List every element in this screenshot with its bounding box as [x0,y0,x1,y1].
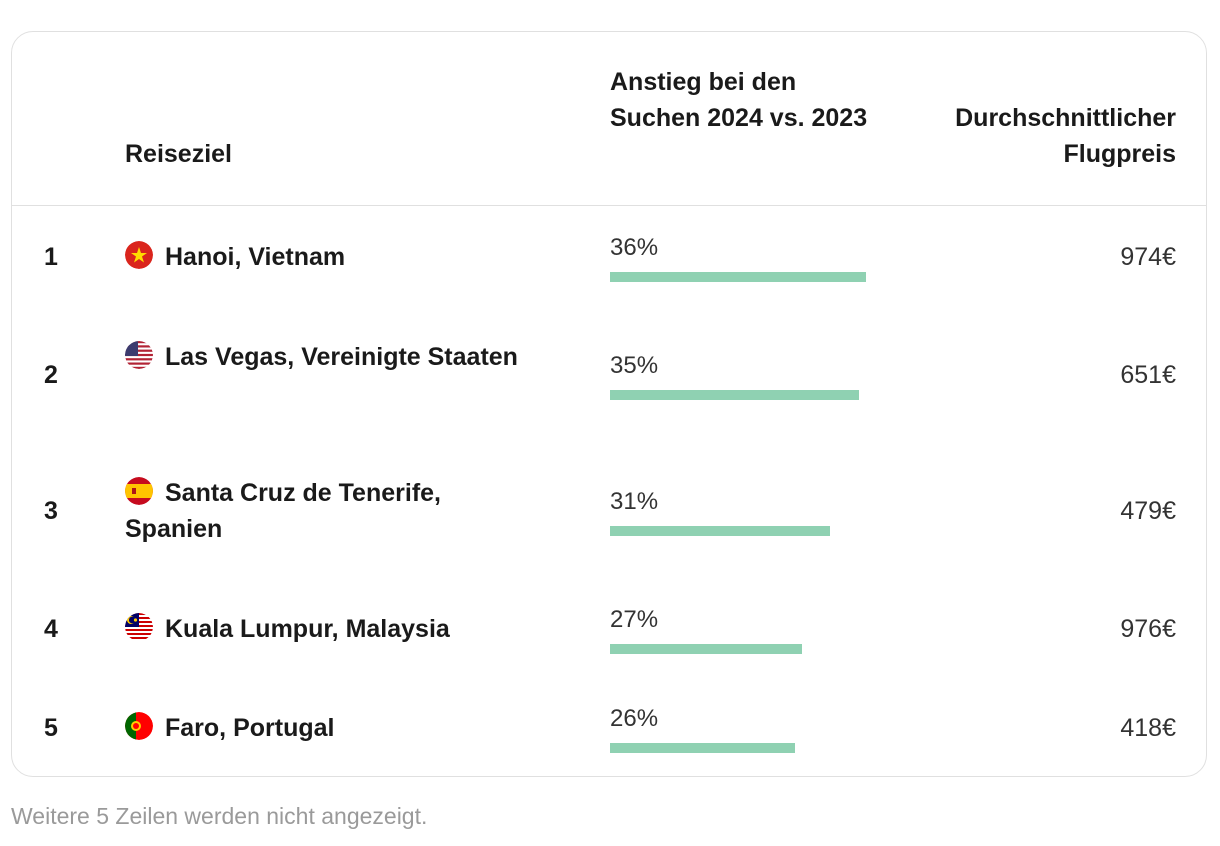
price-cell: 479€ [1120,497,1176,525]
destination-label: Kuala Lumpur, Malaysia [165,615,450,643]
rank-cell: 2 [44,361,58,389]
header-divider [12,205,1206,206]
price-cell: 651€ [1120,361,1176,389]
header-avg-price: Durchschnittlicher Flugpreis [955,104,1176,168]
header-destination: Reiseziel [125,140,233,168]
rank-cell: 3 [44,497,58,525]
destination-cell: Faro, Portugal [125,710,525,746]
destination-label: Santa Cruz de Tenerife, Spanien [125,479,441,543]
header-search-increase: Anstieg bei den Suchen 2024 vs. 2023 [610,68,868,132]
price-cell: 418€ [1120,714,1176,742]
destination-cell: Hanoi, Vietnam [125,239,525,275]
vietnam-flag-icon [125,241,153,269]
destination-cell: Santa Cruz de Tenerife, Spanien [125,475,525,547]
increase-label: 26% [610,705,659,732]
destinations-table: Reiseziel Anstieg bei den Suchen 2024 vs… [11,31,1207,777]
increase-label: 35% [610,352,659,379]
increase-label: 27% [610,606,659,633]
price-cell: 974€ [1120,243,1176,271]
rank-cell: 4 [44,615,58,643]
increase-bar [610,526,830,536]
increase-label: 36% [610,234,659,261]
more-rows-note: Weitere 5 Zeilen werden nicht angezeigt. [11,803,428,829]
increase-bar [610,272,866,282]
destination-label: Hanoi, Vietnam [165,243,346,271]
rank-cell: 1 [44,243,58,271]
usa-flag-icon [125,341,153,369]
destination-label: Faro, Portugal [165,714,335,742]
destination-cell: Las Vegas, Vereinigte Staaten [125,339,525,375]
rank-cell: 5 [44,714,58,742]
portugal-flag-icon [125,712,153,740]
destination-cell: Kuala Lumpur, Malaysia [125,611,525,647]
increase-bar [610,743,795,753]
increase-label: 31% [610,488,659,515]
increase-bar [610,390,859,400]
spain-flag-icon [125,477,153,505]
price-cell: 976€ [1120,615,1176,643]
destination-label: Las Vegas, Vereinigte Staaten [165,343,518,371]
malaysia-flag-icon [125,613,153,641]
increase-bar [610,644,802,654]
